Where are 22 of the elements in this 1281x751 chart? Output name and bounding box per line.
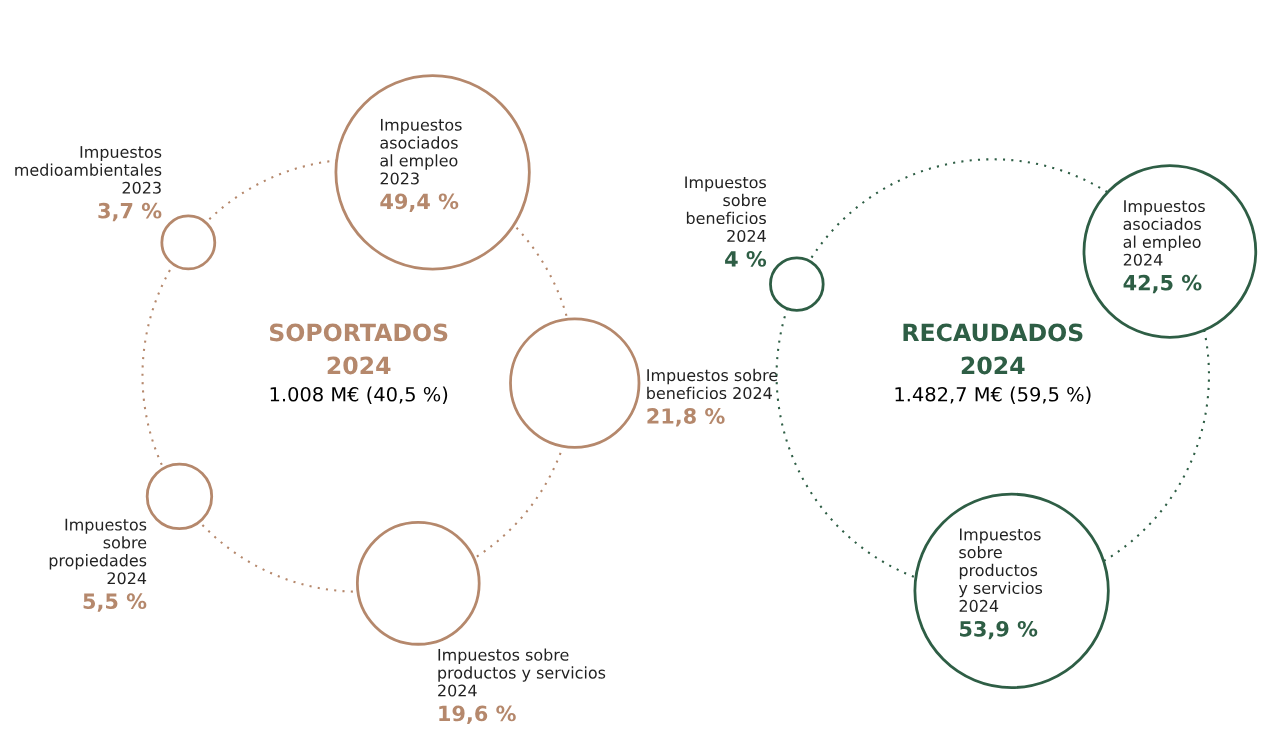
data-label: 5,5 % — [83, 593, 147, 612]
category-label: Impuestos sobre beneficios 2024 — [685, 176, 766, 242]
data-label: 21,8 % — [647, 408, 725, 427]
data-label: 42,5 % — [1123, 274, 1202, 294]
data-label: 3,7 % — [98, 202, 162, 222]
category-label: Impuestos sobre beneficios 2024 — [647, 368, 778, 400]
data-label: 49,4 % — [380, 193, 459, 212]
category-label: Impuestos sobre productos y servicios 2024 — [958, 528, 1043, 612]
text: 1.008 M€ (40,5 %) — [270, 386, 448, 404]
text: SOPORTADOS — [269, 323, 448, 342]
text: 2024 — [327, 356, 391, 375]
text: RECAUDADOS — [903, 323, 1083, 342]
category-label: Impuestos asociados al empleo 2024 — [1123, 200, 1205, 266]
category-label: Impuestos asociados al empleo 2023 — [380, 118, 462, 185]
category-label: Impuestos sobre propiedades 2024 — [49, 518, 147, 585]
text: 2024 — [961, 356, 1025, 375]
category-label: Impuestos sobre productos y servicios 2024 — [438, 648, 606, 697]
data-label: 53,9 % — [960, 620, 1038, 640]
text: 1.482,7 M€ (59,5 %) — [895, 386, 1091, 404]
data-label: 19,6 % — [439, 705, 516, 725]
data-label: 4 % — [725, 251, 767, 267]
category-label: Impuestos medioambientales 2023 — [15, 146, 162, 194]
